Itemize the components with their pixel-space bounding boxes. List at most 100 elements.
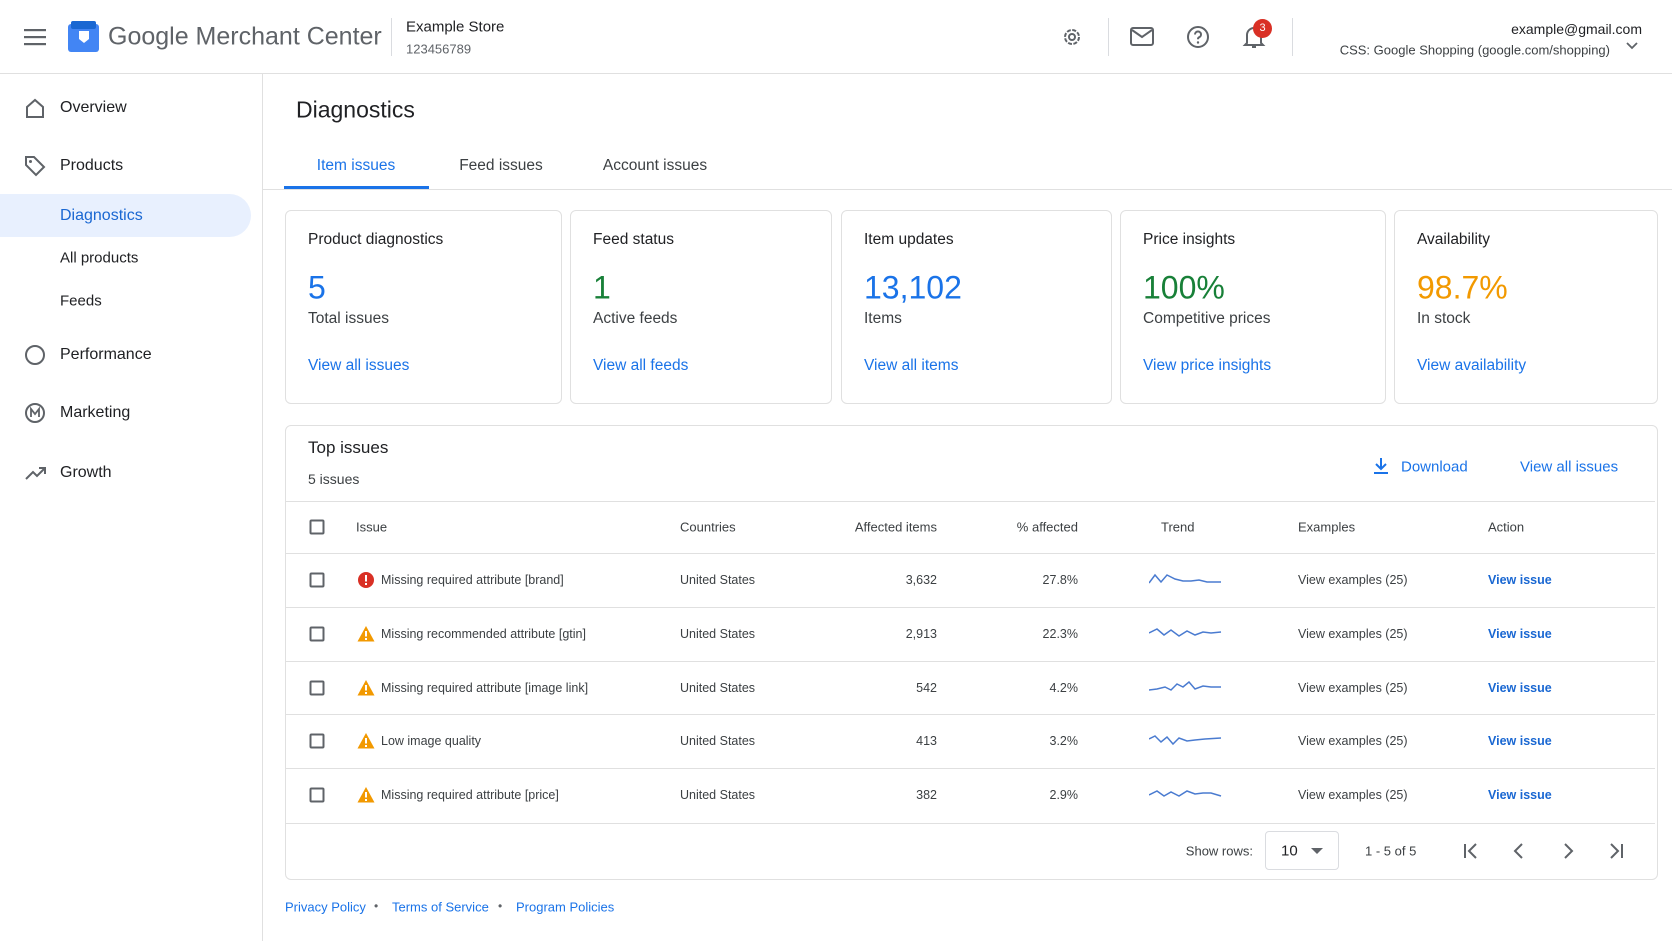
download-icon[interactable] [1372, 457, 1390, 475]
footer-separator: • [498, 899, 503, 913]
divider [391, 18, 392, 56]
card-caption: Items [864, 310, 902, 327]
footer-link[interactable]: Program Policies [516, 899, 615, 915]
nav-item[interactable]: Marketing [60, 404, 131, 421]
nav-subitem[interactable]: All products [60, 249, 139, 267]
trend-sparkline [1149, 573, 1221, 584]
tab-selected[interactable]: Item issues [316, 157, 396, 174]
card-caption: Total issues [308, 310, 389, 327]
account-program[interactable]: CSS: Google Shopping (google.com/shoppin… [1339, 42, 1610, 58]
help-icon[interactable] [1186, 25, 1210, 49]
view-examples-link[interactable]: View examples (25) [1298, 788, 1408, 803]
view-issue-link[interactable]: View issue [1488, 734, 1552, 749]
view-examples-link[interactable]: View examples (25) [1298, 680, 1408, 695]
percent-affected: 27.8% [1042, 573, 1078, 587]
card-link[interactable]: View all items [864, 357, 959, 374]
mail-icon[interactable] [1130, 27, 1154, 47]
nav-icon [26, 98, 44, 118]
card-title: Price insights [1143, 231, 1236, 248]
view-all-issues[interactable]: View all issues [1520, 458, 1619, 476]
nav-icon [25, 467, 46, 480]
view-issue-link[interactable]: View issue [1488, 626, 1552, 641]
footer-link[interactable]: Privacy Policy [285, 899, 366, 915]
percent-affected: 3.2% [1049, 734, 1079, 749]
trend-sparkline [1149, 680, 1221, 691]
nav-item[interactable]: Overview [60, 99, 127, 116]
table-row-divider [286, 607, 1655, 608]
country: United States [680, 680, 756, 695]
card-caption: Competitive prices [1143, 310, 1271, 327]
view-issue-link[interactable]: View issue [1488, 788, 1552, 803]
nav-item[interactable]: Products [60, 157, 124, 174]
row-checkbox[interactable] [309, 626, 325, 642]
top-bar: Google Merchant Center Example Store 123… [0, 0, 1672, 74]
last-page[interactable] [1607, 842, 1625, 860]
row-checkbox[interactable] [309, 572, 325, 588]
store-name[interactable]: Example Store [406, 18, 505, 36]
first-page[interactable] [1462, 842, 1480, 860]
table-row-divider [286, 714, 1655, 715]
severity-error-icon [358, 572, 374, 588]
logo [68, 21, 99, 52]
country: United States [680, 788, 756, 803]
card-title: Feed status [593, 231, 674, 248]
row-checkbox[interactable] [309, 680, 325, 696]
nav-icon [25, 403, 45, 423]
nav-highlight [0, 194, 251, 237]
affected-items: 413 [916, 734, 937, 749]
next-page[interactable] [1559, 842, 1577, 860]
page-title: Diagnostics [296, 96, 415, 123]
card-title: Availability [1417, 231, 1490, 248]
trend-sparkline [1149, 735, 1222, 746]
nav-item[interactable]: Growth [60, 464, 112, 481]
tab[interactable]: Account issues [602, 157, 708, 174]
footer-link[interactable]: Terms of Service [392, 899, 489, 915]
product-name: Google Merchant Center [108, 22, 382, 51]
divider [1108, 18, 1109, 56]
sidebar [0, 74, 263, 941]
table-border [286, 501, 1655, 502]
download-button[interactable]: Download [1401, 458, 1468, 476]
select-arrow [1311, 848, 1323, 854]
view-issue-link[interactable]: View issue [1488, 573, 1552, 587]
row-checkbox[interactable] [309, 733, 325, 749]
row-checkbox[interactable] [309, 787, 325, 803]
menu-icon[interactable] [24, 27, 46, 47]
rows-per-page: 10 [1281, 842, 1298, 860]
nav-subitem-selected[interactable]: Diagnostics [60, 207, 143, 224]
card-link[interactable]: View availability [1417, 357, 1527, 374]
issue-name[interactable]: Low image quality [381, 734, 482, 749]
card-link[interactable]: View all feeds [593, 357, 689, 374]
nav-icon [25, 345, 45, 365]
tab[interactable]: Feed issues [459, 157, 543, 174]
affected-items: 2,913 [905, 626, 937, 641]
tabs-border [263, 189, 1672, 190]
tab-indicator [284, 186, 429, 189]
rows-select[interactable] [1265, 831, 1339, 870]
top-issues-panel [285, 425, 1658, 880]
card-link[interactable]: View price insights [1143, 357, 1272, 374]
settings-icon[interactable] [1060, 25, 1084, 49]
select-all-checkbox[interactable] [309, 519, 325, 535]
view-examples-link[interactable]: View examples (25) [1298, 734, 1408, 749]
previous-page[interactable] [1510, 842, 1528, 860]
view-examples-link[interactable]: View examples (25) [1298, 573, 1408, 587]
country: United States [680, 734, 756, 749]
view-issue-link[interactable]: View issue [1488, 680, 1552, 695]
account-chevron[interactable] [1626, 42, 1638, 50]
summary-card [285, 210, 562, 404]
nav-item[interactable]: Performance [60, 346, 152, 363]
card-link[interactable]: View all issues [308, 357, 410, 374]
percent-affected: 22.3% [1042, 626, 1078, 641]
nav-subitem[interactable]: Feeds [60, 292, 102, 310]
severity-warning-icon [357, 733, 375, 749]
account-email[interactable]: example@gmail.com [1511, 21, 1642, 37]
issue-name[interactable]: Missing required attribute [price] [381, 788, 559, 803]
column-header: Action [1488, 519, 1525, 535]
issue-name[interactable]: Missing required attribute [image link] [381, 680, 589, 695]
view-examples-link[interactable]: View examples (25) [1298, 626, 1408, 641]
issue-name[interactable]: Missing recommended attribute [gtin] [381, 626, 586, 641]
summary-card [1120, 210, 1386, 404]
issue-name[interactable]: Missing required attribute [brand] [381, 573, 564, 587]
